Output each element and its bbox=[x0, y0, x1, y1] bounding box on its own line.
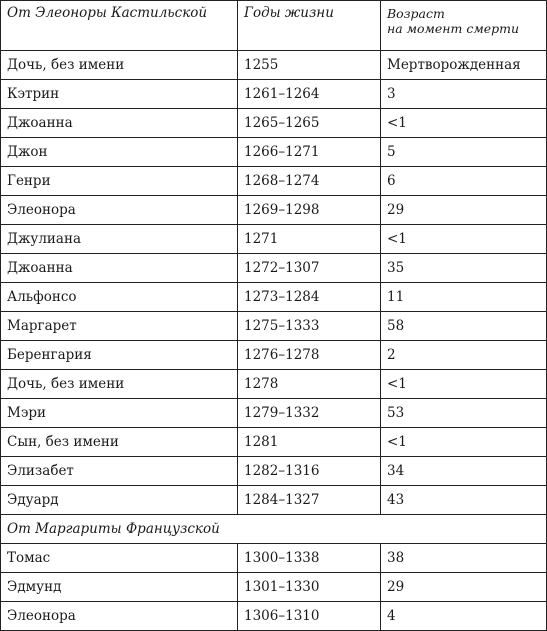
child-name-cell: Эдуард bbox=[0, 485, 238, 515]
child-name-cell: Эдмунд bbox=[0, 572, 238, 602]
years-cell: 1265–1265 bbox=[237, 108, 381, 138]
table-row: Беренгария 1276–1278 2 bbox=[0, 340, 547, 370]
age-cell: 29 bbox=[380, 572, 547, 602]
years-cell: 1273–1284 bbox=[237, 282, 381, 312]
years-cell: 1272–1307 bbox=[237, 253, 381, 283]
age-cell: <1 bbox=[380, 427, 547, 457]
age-cell: 6 bbox=[380, 166, 547, 196]
years-cell: 1271 bbox=[237, 224, 381, 254]
table-row: Мэри 1279–1332 53 bbox=[0, 398, 547, 428]
section-row: От Маргариты Французской bbox=[0, 514, 547, 544]
years-cell: 1275–1333 bbox=[237, 311, 381, 341]
header-mother-eleanor: От Элеоноры Кастильской bbox=[0, 0, 238, 51]
table-row: Джоанна 1265–1265 <1 bbox=[0, 108, 547, 138]
child-name-cell: Джоанна bbox=[0, 108, 238, 138]
years-cell: 1282–1316 bbox=[237, 456, 381, 486]
table-row: Эдуард 1284–1327 43 bbox=[0, 485, 547, 515]
years-cell: 1276–1278 bbox=[237, 340, 381, 370]
age-cell: <1 bbox=[380, 369, 547, 399]
child-name-cell: Маргарет bbox=[0, 311, 238, 341]
child-name-cell: Генри bbox=[0, 166, 238, 196]
table-row: Альфонсо 1273–1284 11 bbox=[0, 282, 547, 312]
table-row: Элеонора 1269–1298 29 bbox=[0, 195, 547, 225]
table-row: Джон 1266–1271 5 bbox=[0, 137, 547, 167]
years-cell: 1268–1274 bbox=[237, 166, 381, 196]
table-row: Элизабет 1282–1316 34 bbox=[0, 456, 547, 486]
age-cell: 53 bbox=[380, 398, 547, 428]
table-row: Эдмунд 1301–1330 29 bbox=[0, 572, 547, 602]
age-cell: Мертворожденная bbox=[380, 50, 547, 80]
years-cell: 1278 bbox=[237, 369, 381, 399]
age-cell: 35 bbox=[380, 253, 547, 283]
table-row: Маргарет 1275–1333 58 bbox=[0, 311, 547, 341]
child-name-cell: Элизабет bbox=[0, 456, 238, 486]
age-cell: 5 bbox=[380, 137, 547, 167]
table-row: Томас 1300–1338 38 bbox=[0, 543, 547, 573]
group2-body: Томас 1300–1338 38 Эдмунд 1301–1330 29 Элеонор… bbox=[0, 543, 547, 631]
header-years: Годы жизни bbox=[237, 0, 381, 51]
years-cell: 1255 bbox=[237, 50, 381, 80]
years-cell: 1266–1271 bbox=[237, 137, 381, 167]
table-row: Джоанна 1272–1307 35 bbox=[0, 253, 547, 283]
age-cell: 4 bbox=[380, 601, 547, 631]
table-row: Дочь, без имени 1255 Мертворожденная bbox=[0, 50, 547, 80]
child-name-cell: Джулиана bbox=[0, 224, 238, 254]
age-cell: 34 bbox=[380, 456, 547, 486]
years-cell: 1300–1338 bbox=[237, 543, 381, 573]
years-cell: 1301–1330 bbox=[237, 572, 381, 602]
age-cell: 2 bbox=[380, 340, 547, 370]
years-cell: 1269–1298 bbox=[237, 195, 381, 225]
table-row: Дочь, без имени 1278 <1 bbox=[0, 369, 547, 399]
years-cell: 1306–1310 bbox=[237, 601, 381, 631]
table-row: Сын, без имени 1281 <1 bbox=[0, 427, 547, 457]
child-name-cell: Элеонора bbox=[0, 195, 238, 225]
child-name-cell: Кэтрин bbox=[0, 79, 238, 109]
age-cell: 29 bbox=[380, 195, 547, 225]
child-name-cell: Дочь, без имени bbox=[0, 50, 238, 80]
age-cell: 43 bbox=[380, 485, 547, 515]
header-age: Возраст на момент смерти bbox=[380, 0, 547, 51]
child-name-cell: Беренгария bbox=[0, 340, 238, 370]
table-row: Генри 1268–1274 6 bbox=[0, 166, 547, 196]
age-cell: <1 bbox=[380, 224, 547, 254]
age-cell: 3 bbox=[380, 79, 547, 109]
section2: От Маргариты Французской bbox=[0, 514, 547, 544]
years-cell: 1284–1327 bbox=[237, 485, 381, 515]
years-cell: 1281 bbox=[237, 427, 381, 457]
child-name-cell: Мэри bbox=[0, 398, 238, 428]
child-name-cell: Томас bbox=[0, 543, 238, 573]
age-cell: 38 bbox=[380, 543, 547, 573]
child-name-cell: Элеонора bbox=[0, 601, 238, 631]
table-row: Элеонора 1306–1310 4 bbox=[0, 601, 547, 631]
child-name-cell: Дочь, без имени bbox=[0, 369, 238, 399]
age-cell: 11 bbox=[380, 282, 547, 312]
child-name-cell: Джон bbox=[0, 137, 238, 167]
child-name-cell: Джоанна bbox=[0, 253, 238, 283]
age-cell: <1 bbox=[380, 108, 547, 138]
table-row: Кэтрин 1261–1264 3 bbox=[0, 79, 547, 109]
header-age-line1: Возраст bbox=[387, 6, 445, 21]
years-cell: 1279–1332 bbox=[237, 398, 381, 428]
age-cell: 58 bbox=[380, 311, 547, 341]
child-name-cell: Сын, без имени bbox=[0, 427, 238, 457]
table-row: Джулиана 1271 <1 bbox=[0, 224, 547, 254]
child-name-cell: Альфонсо bbox=[0, 282, 238, 312]
section-title-margaret: От Маргариты Французской bbox=[0, 514, 547, 544]
group1-body: Дочь, без имени 1255 Мертворожденная Кэтрин… bbox=[0, 50, 547, 515]
header-row: От Элеоноры Кастильской Годы жизни Возра… bbox=[0, 0, 547, 51]
years-cell: 1261–1264 bbox=[237, 79, 381, 109]
header-age-line2: на момент смерти bbox=[387, 21, 520, 36]
